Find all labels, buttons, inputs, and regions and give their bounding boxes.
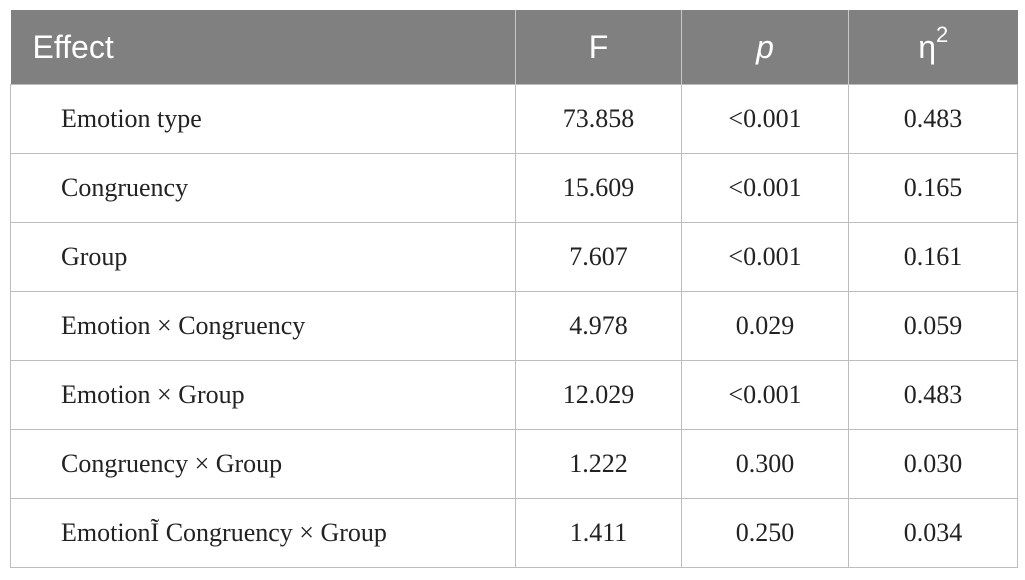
cell-p: 0.250 <box>681 498 849 568</box>
cell-eta2: 0.034 <box>848 498 1018 568</box>
table-header: Effect F p η2 <box>10 10 1018 85</box>
anova-results-table: Effect F p η2 Emotion type 73.858 <0.001… <box>10 10 1018 568</box>
header-effect: Effect <box>10 10 516 85</box>
header-eta-symbol: η <box>918 28 937 65</box>
cell-f: 12.029 <box>515 360 682 430</box>
anova-results-table-container: Effect F p η2 Emotion type 73.858 <0.001… <box>10 10 1018 568</box>
cell-eta2: 0.161 <box>848 222 1018 292</box>
cell-f: 1.222 <box>515 429 682 499</box>
cell-effect: Emotion × Group <box>10 360 516 430</box>
table-row: Emotion × Group 12.029 <0.001 0.483 <box>10 360 1018 430</box>
cell-eta2: 0.165 <box>848 153 1018 223</box>
table-body: Emotion type 73.858 <0.001 0.483 Congrue… <box>10 84 1018 568</box>
table-row: EmotionĨ Congruency × Group 1.411 0.250 … <box>10 498 1018 568</box>
header-p-label: p <box>756 28 774 65</box>
cell-effect: EmotionĨ Congruency × Group <box>10 498 516 568</box>
cell-eta2: 0.059 <box>848 291 1018 361</box>
cell-f: 4.978 <box>515 291 682 361</box>
cell-p: <0.001 <box>681 153 849 223</box>
cell-p: <0.001 <box>681 222 849 292</box>
cell-p: <0.001 <box>681 360 849 430</box>
header-eta-squared: η2 <box>848 10 1018 85</box>
table-row: Emotion × Congruency 4.978 0.029 0.059 <box>10 291 1018 361</box>
cell-p: <0.001 <box>681 84 849 154</box>
header-f-statistic: F <box>515 10 682 85</box>
table-row: Congruency × Group 1.222 0.300 0.030 <box>10 429 1018 499</box>
cell-f: 7.607 <box>515 222 682 292</box>
header-eta-superscript: 2 <box>936 21 949 47</box>
cell-effect: Group <box>10 222 516 292</box>
cell-effect: Emotion × Congruency <box>10 291 516 361</box>
table-row: Group 7.607 <0.001 0.161 <box>10 222 1018 292</box>
cell-p: 0.029 <box>681 291 849 361</box>
header-row: Effect F p η2 <box>10 10 1018 85</box>
header-p-value: p <box>681 10 849 85</box>
cell-eta2: 0.483 <box>848 84 1018 154</box>
cell-effect: Emotion type <box>10 84 516 154</box>
cell-f: 1.411 <box>515 498 682 568</box>
table-row: Congruency 15.609 <0.001 0.165 <box>10 153 1018 223</box>
cell-eta2: 0.483 <box>848 360 1018 430</box>
cell-p: 0.300 <box>681 429 849 499</box>
cell-f: 73.858 <box>515 84 682 154</box>
cell-effect: Congruency <box>10 153 516 223</box>
cell-effect: Congruency × Group <box>10 429 516 499</box>
table-row: Emotion type 73.858 <0.001 0.483 <box>10 84 1018 154</box>
cell-eta2: 0.030 <box>848 429 1018 499</box>
cell-f: 15.609 <box>515 153 682 223</box>
